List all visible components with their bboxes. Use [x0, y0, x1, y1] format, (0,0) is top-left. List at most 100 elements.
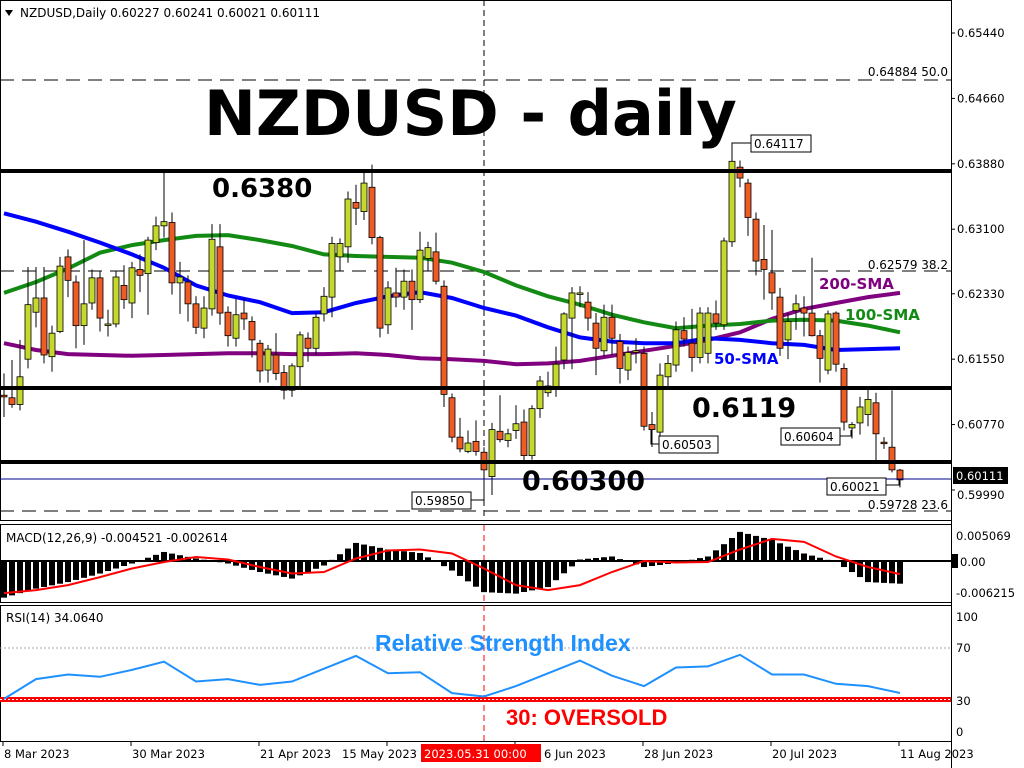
candle [744, 178, 752, 236]
candle [784, 313, 792, 360]
candle-body [384, 287, 392, 326]
candle-body [432, 251, 440, 282]
candle [360, 173, 368, 220]
rsi-tick-0: 0 [956, 725, 963, 739]
level-label-mid: 0.6119 [692, 393, 796, 424]
candle [888, 390, 896, 473]
macd-bar [241, 561, 247, 568]
candle-body [528, 408, 536, 457]
level-label-low: 0.60300 [522, 466, 645, 497]
candle-body [520, 421, 528, 457]
candle [352, 184, 360, 226]
candle [272, 333, 280, 381]
macd-bar [881, 561, 887, 583]
time-tick-label: 15 May 2023 [342, 747, 417, 761]
candle [16, 339, 24, 411]
candle [256, 339, 264, 383]
candle [304, 332, 312, 362]
crosshair-date-label: 2023.05.31 00:00 [424, 747, 527, 761]
candle-body [440, 285, 448, 395]
macd-tick-zero: 0.00 [960, 555, 986, 569]
candle-body [168, 222, 176, 284]
candle [512, 405, 520, 439]
candle-body [592, 322, 600, 349]
macd-bar [361, 544, 367, 561]
macd-bar [489, 561, 495, 593]
candle-body [888, 446, 896, 471]
macd-bar [281, 561, 287, 577]
price-tag-0-60604: 0.60604 [780, 427, 852, 446]
candle [384, 281, 392, 335]
macd-bar [697, 558, 703, 561]
candle [856, 396, 864, 435]
candle [608, 304, 616, 355]
candle-body [504, 433, 512, 441]
candle-body [464, 442, 472, 452]
candle-body [656, 374, 664, 433]
candle [560, 312, 568, 370]
candle [672, 321, 680, 372]
macd-bar [345, 548, 351, 561]
sma-50-label: 50-SMA [714, 350, 779, 368]
candle [600, 304, 608, 357]
macd-bar [201, 559, 207, 561]
candle-body [240, 312, 248, 320]
candle-body [280, 372, 288, 391]
candle [616, 334, 624, 384]
macd-bar [505, 561, 511, 594]
candle-body [712, 313, 720, 324]
candle [496, 395, 504, 443]
rsi-oversold-band [0, 697, 951, 702]
candle-body [864, 399, 872, 415]
candle [48, 325, 56, 372]
candle [440, 280, 448, 407]
macd-bar [585, 558, 591, 561]
macd-bar [417, 552, 423, 561]
macd-bar [793, 550, 799, 561]
macd-bar [353, 542, 359, 561]
candle [56, 256, 64, 334]
macd-bar [193, 558, 199, 561]
macd-bar [73, 561, 79, 580]
macd-bar [129, 561, 135, 564]
candlesticks [0, 143, 904, 502]
sma-100-label: 100-SMA [845, 306, 920, 324]
candle [584, 292, 592, 331]
macd-bar [145, 557, 151, 561]
macd-bar [465, 561, 471, 582]
candle-body [720, 240, 728, 326]
triangle-down-icon[interactable] [5, 10, 13, 16]
macd-bar [265, 561, 271, 574]
macd-bar [801, 553, 807, 561]
macd-bar [401, 551, 407, 561]
candle [32, 266, 40, 328]
macd-bar [769, 539, 775, 561]
price-tick-label: 0.65440 [957, 26, 1005, 40]
candle-body [496, 430, 504, 441]
macd-bar [57, 561, 63, 584]
candle [328, 236, 336, 318]
candle-body [184, 281, 192, 305]
candle-body [288, 365, 296, 391]
macd-bar [537, 561, 543, 589]
macd-bar [897, 561, 903, 584]
candle-body [224, 311, 232, 337]
candle [136, 254, 144, 293]
macd-bar [577, 559, 583, 561]
macd-bar [385, 549, 391, 561]
candle-body [840, 367, 848, 423]
candle [296, 331, 304, 387]
candle [176, 261, 184, 314]
candle-body [296, 334, 304, 368]
macd-bar [857, 561, 863, 578]
candle [264, 344, 272, 383]
candle [664, 354, 672, 389]
candle [848, 422, 856, 439]
candle-body [80, 303, 88, 327]
macd-bar [753, 535, 759, 561]
sma-200-label: 200-SMA [819, 275, 894, 293]
chart-main-title: NZDUSD - daily [204, 77, 737, 150]
candle [432, 232, 440, 285]
candle-body [128, 267, 136, 304]
candle-body [776, 296, 784, 349]
